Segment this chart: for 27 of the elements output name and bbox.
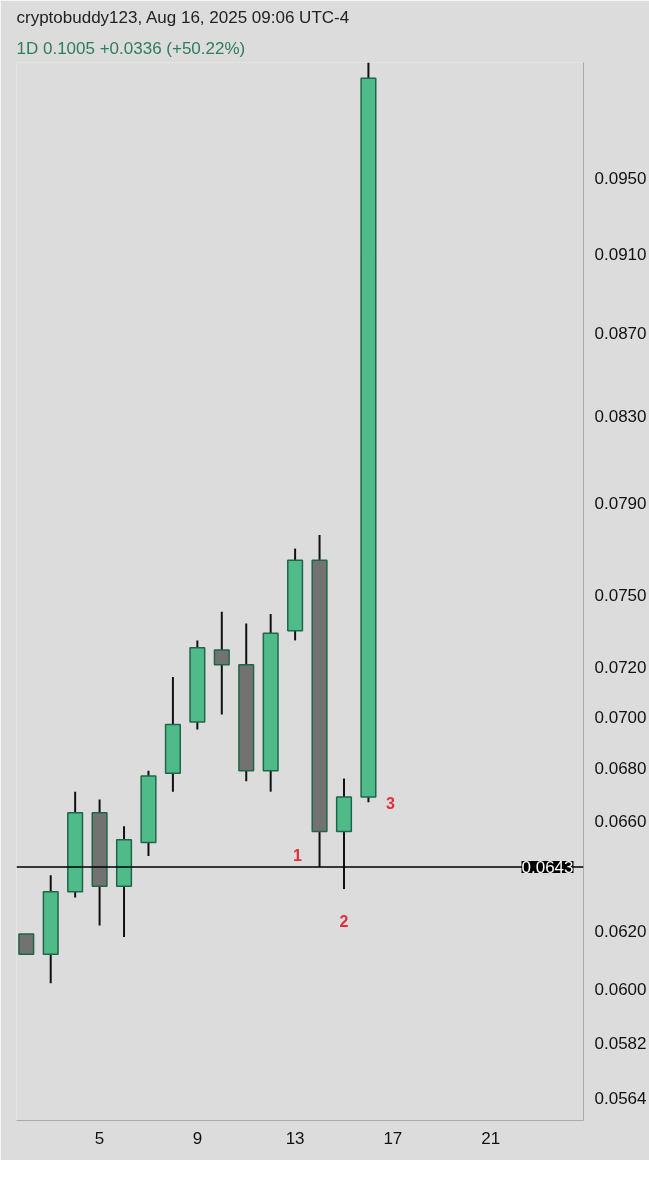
x-tick-label: 21 — [481, 1128, 501, 1148]
candlestick — [18, 933, 35, 955]
y-tick-label: 0.0564 — [594, 1089, 647, 1109]
candlestick — [213, 610, 230, 716]
y-tick-label: 0.0700 — [594, 707, 647, 727]
y-tick-label: 0.0950 — [594, 168, 647, 188]
annotation: 3 — [385, 794, 395, 812]
y-tick-label: 0.0910 — [594, 244, 647, 264]
ref-line-label: 0.0643 — [521, 857, 574, 877]
y-tick-label: 0.0600 — [594, 980, 647, 1000]
x-tick-label: 17 — [383, 1128, 403, 1148]
y-tick-label: 0.0830 — [594, 407, 647, 427]
y-tick-label: 0.0680 — [594, 759, 647, 779]
annotation: 2 — [339, 913, 349, 931]
y-tick-label: 0.0750 — [594, 586, 647, 606]
annotation: 1 — [293, 846, 303, 864]
x-tick-label: 5 — [94, 1128, 105, 1148]
y-tick-label: 0.0870 — [594, 323, 647, 343]
y-tick-label: 0.0620 — [594, 922, 647, 942]
y-tick-label: 0.0660 — [594, 811, 647, 831]
y-tick-label: 0.0790 — [594, 494, 647, 514]
chart-subtitle: 1D 0.1005 +0.0336 (+50.22%) — [16, 38, 246, 58]
y-tick-label: 0.0582 — [594, 1033, 647, 1053]
y-tick-label: 0.0720 — [594, 658, 647, 678]
x-tick-label: 9 — [192, 1128, 203, 1148]
chart-title: cryptobuddy123, Aug 16, 2025 09:06 UTC-4 — [16, 7, 350, 27]
x-tick-label: 13 — [285, 1128, 305, 1148]
